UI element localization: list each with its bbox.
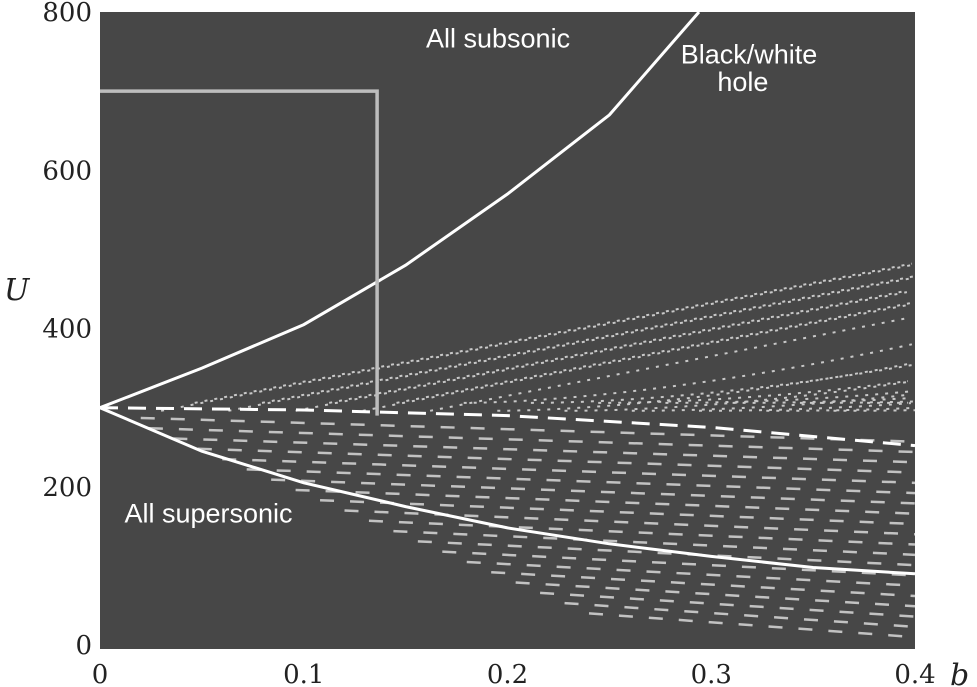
series-1-line bbox=[99, 406, 916, 448]
branch-curve bbox=[766, 407, 914, 412]
branch-curve bbox=[396, 302, 911, 404]
series-3-line bbox=[100, 89, 379, 416]
branch-curve bbox=[362, 303, 910, 412]
x-tick-label: 0.1 bbox=[283, 660, 324, 687]
y-tick-label: 0 bbox=[75, 631, 92, 661]
branch-dash bbox=[368, 519, 916, 546]
x-tick-label: 0.4 bbox=[894, 660, 935, 687]
branch-curve bbox=[194, 262, 913, 404]
region-annotation: All supersonic bbox=[124, 498, 292, 528]
branch-dash bbox=[540, 591, 916, 618]
branch-dash bbox=[148, 426, 916, 454]
series-2-line bbox=[99, 406, 916, 576]
bound-state-branches bbox=[140, 262, 916, 639]
region-annotation: All subsonic bbox=[426, 24, 570, 54]
plot-background bbox=[100, 12, 915, 649]
y-tick-label: 800 bbox=[42, 0, 92, 28]
x-tick-label: 0 bbox=[92, 660, 109, 687]
branch-dash bbox=[246, 468, 916, 495]
branch-dash bbox=[320, 498, 916, 526]
x-axis-label: b bbox=[950, 658, 969, 687]
branch-curve bbox=[160, 264, 912, 412]
branch-curve bbox=[429, 316, 912, 412]
y-tick-label: 200 bbox=[42, 473, 92, 503]
branch-dash bbox=[173, 437, 916, 464]
series-0-line bbox=[99, 11, 701, 410]
branch-curve bbox=[530, 363, 915, 404]
branch-dash bbox=[515, 581, 916, 608]
y-axis-label: U bbox=[4, 273, 31, 308]
branch-curve bbox=[228, 276, 914, 412]
branch-dash bbox=[417, 540, 916, 567]
y-tick-label: 400 bbox=[42, 315, 92, 345]
tick-layer: 0 200 400 600 800 0 0.1 0.2 0.3 0.4 bbox=[42, 0, 935, 687]
branch-dash bbox=[140, 416, 916, 443]
branch-curve bbox=[261, 275, 915, 404]
branch-curve bbox=[329, 289, 909, 404]
branch-dash bbox=[588, 612, 916, 639]
region-annotation: hole bbox=[717, 67, 768, 97]
x-tick-label: 0.2 bbox=[487, 660, 528, 687]
branch-dash bbox=[491, 570, 916, 598]
branch-curve bbox=[665, 390, 910, 404]
branch-curve bbox=[598, 380, 909, 404]
branch-curve bbox=[295, 291, 908, 412]
region-annotation: Black/white bbox=[681, 39, 818, 69]
branch-dash bbox=[295, 488, 916, 515]
x-tick-label: 0.3 bbox=[691, 660, 732, 687]
branch-dash bbox=[442, 550, 916, 577]
series-layer bbox=[99, 11, 916, 576]
branch-curve bbox=[833, 409, 916, 412]
branch-dash bbox=[222, 457, 916, 485]
y-tick-label: 600 bbox=[42, 156, 92, 186]
